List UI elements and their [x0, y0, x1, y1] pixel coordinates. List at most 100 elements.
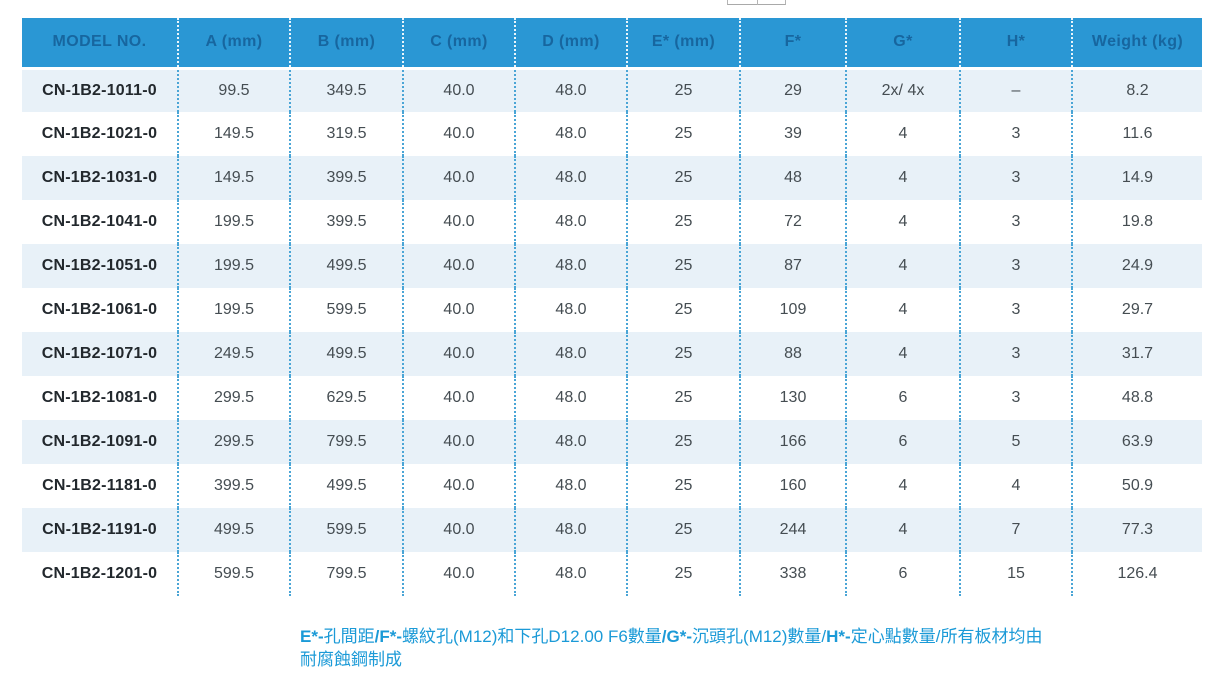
data-cell: 3: [959, 332, 1072, 376]
data-cell: 40.0: [402, 376, 515, 420]
data-cell: 48.0: [514, 508, 627, 552]
data-cell: 399.5: [289, 200, 403, 244]
column-header: Weight (kg): [1071, 18, 1202, 70]
table-row: CN-1B2-1021-0 149.5 319.5 40.0 48.0 25 39 4 3 11.…: [22, 112, 1202, 156]
data-cell: 4: [959, 464, 1072, 508]
table-row: CN-1B2-1061-0 199.5 599.5 40.0 48.0 25 109 4 3 29…: [22, 288, 1202, 332]
data-cell: 199.5: [177, 200, 290, 244]
data-cell: 25: [626, 552, 740, 596]
data-cell: 7: [959, 508, 1072, 552]
data-cell: 40.0: [402, 508, 515, 552]
footnote-segment: 螺紋孔(M12)和下孔D12.00 F6數量: [402, 627, 662, 646]
data-cell: 29: [739, 68, 846, 112]
data-cell: 25: [626, 420, 740, 464]
footnote-segment: 孔間距: [323, 627, 375, 646]
data-cell: 48: [739, 156, 846, 200]
data-cell: 6: [845, 552, 960, 596]
footnote-segment: H*-: [826, 627, 851, 646]
model-cell: CN-1B2-1191-0: [22, 508, 178, 552]
data-cell: 166: [739, 420, 846, 464]
data-cell: 299.5: [177, 420, 290, 464]
footnote-segment: E*-: [300, 627, 324, 646]
data-cell: 799.5: [289, 420, 403, 464]
table-row: CN-1B2-1181-0 399.5 499.5 40.0 48.0 25 160 4 4 50…: [22, 464, 1202, 508]
spec-table-body: CN-1B2-1011-0 99.5 349.5 40.0 48.0 25 29 2x/ 4x…: [22, 68, 1202, 596]
model-cell: CN-1B2-1011-0: [22, 68, 178, 112]
column-header: A (mm): [177, 18, 290, 70]
data-cell: 2x/ 4x: [845, 68, 960, 112]
data-cell: 40.0: [402, 464, 515, 508]
table-row: CN-1B2-1081-0 299.5 629.5 40.0 48.0 25 130 6 3 48…: [22, 376, 1202, 420]
data-cell: 149.5: [177, 156, 290, 200]
table-row: CN-1B2-1031-0 149.5 399.5 40.0 48.0 25 48 4 3 14.…: [22, 156, 1202, 200]
data-cell: 40.0: [402, 244, 515, 288]
data-cell: 48.0: [514, 288, 627, 332]
data-cell: 40.0: [402, 552, 515, 596]
data-cell: 40.0: [402, 288, 515, 332]
spec-table-head: MODEL NO. A (mm) B (mm) C (mm) D (mm) E* (mm)…: [22, 18, 1202, 70]
data-cell: 48.0: [514, 156, 627, 200]
model-cell: CN-1B2-1021-0: [22, 112, 178, 156]
data-cell: 48.0: [514, 552, 627, 596]
data-cell: 629.5: [289, 376, 403, 420]
data-cell: 39: [739, 112, 846, 156]
data-cell: 149.5: [177, 112, 290, 156]
data-cell: 4: [845, 200, 960, 244]
model-cell: CN-1B2-1181-0: [22, 464, 178, 508]
model-cell: CN-1B2-1061-0: [22, 288, 178, 332]
data-cell: 48.0: [514, 112, 627, 156]
data-cell: 72: [739, 200, 846, 244]
table-row: CN-1B2-1091-0 299.5 799.5 40.0 48.0 25 166 6 5 63…: [22, 420, 1202, 464]
data-cell: 4: [845, 508, 960, 552]
cropped-top-artifact: [727, 0, 786, 5]
model-cell: CN-1B2-1201-0: [22, 552, 178, 596]
data-cell: 3: [959, 376, 1072, 420]
table-row: CN-1B2-1041-0 199.5 399.5 40.0 48.0 25 72 4 3 19.…: [22, 200, 1202, 244]
data-cell: 599.5: [177, 552, 290, 596]
data-cell: 25: [626, 200, 740, 244]
data-cell: 599.5: [289, 288, 403, 332]
data-cell: 29.7: [1071, 288, 1202, 332]
data-cell: 4: [845, 156, 960, 200]
data-cell: 299.5: [177, 376, 290, 420]
data-cell: 25: [626, 288, 740, 332]
data-cell: 6: [845, 376, 960, 420]
model-cell: CN-1B2-1091-0: [22, 420, 178, 464]
data-cell: 499.5: [289, 332, 403, 376]
data-cell: –: [959, 68, 1072, 112]
data-cell: 4: [845, 288, 960, 332]
data-cell: 499.5: [289, 244, 403, 288]
footnote-segment: 定心點數量/所有板材均由: [850, 627, 1043, 646]
cropped-top-artifact-tick: [756, 0, 758, 5]
data-cell: 40.0: [402, 200, 515, 244]
data-cell: 25: [626, 376, 740, 420]
data-cell: 199.5: [177, 244, 290, 288]
data-cell: 40.0: [402, 332, 515, 376]
footnote-segment: 沉頭孔(M12)數量/: [692, 627, 827, 646]
data-cell: 48.8: [1071, 376, 1202, 420]
data-cell: 15: [959, 552, 1072, 596]
data-cell: 19.8: [1071, 200, 1202, 244]
data-cell: 160: [739, 464, 846, 508]
data-cell: 11.6: [1071, 112, 1202, 156]
table-row: CN-1B2-1051-0 199.5 499.5 40.0 48.0 25 87 4 3 24.…: [22, 244, 1202, 288]
data-cell: 3: [959, 200, 1072, 244]
data-cell: 199.5: [177, 288, 290, 332]
data-cell: 4: [845, 244, 960, 288]
data-cell: 399.5: [177, 464, 290, 508]
data-cell: 88: [739, 332, 846, 376]
column-header: D (mm): [514, 18, 627, 70]
footnote-segment: /G*-: [661, 627, 693, 646]
data-cell: 499.5: [289, 464, 403, 508]
data-cell: 499.5: [177, 508, 290, 552]
table-row: CN-1B2-1201-0 599.5 799.5 40.0 48.0 25 338 6 15 1…: [22, 552, 1202, 596]
data-cell: 244: [739, 508, 846, 552]
data-cell: 25: [626, 508, 740, 552]
data-cell: 31.7: [1071, 332, 1202, 376]
data-cell: 40.0: [402, 112, 515, 156]
data-cell: 399.5: [289, 156, 403, 200]
data-cell: 130: [739, 376, 846, 420]
table-row: CN-1B2-1191-0 499.5 599.5 40.0 48.0 25 244 4 7 77…: [22, 508, 1202, 552]
column-header: C (mm): [402, 18, 515, 70]
